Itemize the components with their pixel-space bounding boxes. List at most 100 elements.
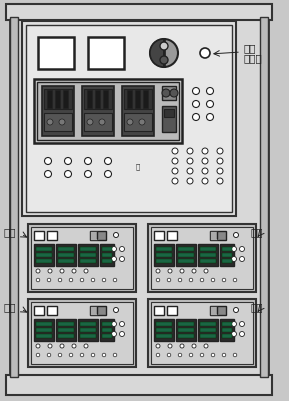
Bar — [58, 322, 74, 326]
Bar — [148, 225, 256, 292]
Circle shape — [64, 158, 71, 165]
Bar — [56, 319, 76, 341]
Circle shape — [187, 168, 193, 174]
Circle shape — [222, 353, 226, 357]
Circle shape — [72, 344, 76, 348]
Bar — [156, 253, 172, 257]
Bar — [154, 306, 164, 315]
Circle shape — [69, 279, 73, 282]
Bar — [28, 225, 136, 292]
Circle shape — [36, 269, 40, 273]
Bar — [97, 233, 98, 239]
Bar — [84, 90, 112, 110]
Circle shape — [156, 279, 160, 282]
Bar — [34, 231, 44, 241]
Bar — [80, 328, 96, 332]
Bar — [10, 18, 18, 377]
Circle shape — [105, 171, 112, 178]
Circle shape — [112, 257, 116, 262]
Bar — [78, 319, 98, 341]
Bar — [97, 307, 98, 314]
Bar — [38, 38, 74, 70]
Bar — [90, 231, 97, 241]
Circle shape — [127, 120, 133, 126]
Circle shape — [69, 353, 73, 357]
Bar — [10, 18, 268, 379]
Circle shape — [114, 233, 118, 238]
Bar — [178, 328, 194, 332]
Bar — [44, 114, 72, 132]
Bar — [260, 18, 268, 377]
Bar — [135, 91, 140, 109]
Bar — [163, 40, 165, 68]
Circle shape — [119, 322, 125, 327]
Circle shape — [172, 159, 178, 164]
Circle shape — [113, 279, 117, 282]
Bar — [151, 302, 253, 364]
Bar — [31, 227, 133, 289]
Bar — [178, 334, 194, 338]
Circle shape — [202, 159, 208, 164]
Circle shape — [231, 332, 236, 337]
Circle shape — [192, 88, 199, 95]
Bar — [58, 253, 74, 257]
Bar — [167, 231, 177, 241]
Circle shape — [119, 247, 125, 252]
Circle shape — [233, 353, 237, 357]
Bar — [178, 247, 194, 251]
Circle shape — [36, 353, 40, 357]
Circle shape — [207, 88, 214, 95]
Bar — [151, 227, 253, 289]
Circle shape — [187, 159, 193, 164]
Bar — [26, 26, 232, 213]
Bar — [95, 91, 100, 109]
Circle shape — [47, 353, 51, 357]
Bar — [222, 247, 232, 251]
Circle shape — [189, 353, 193, 357]
Bar — [200, 259, 216, 263]
Bar — [80, 322, 96, 326]
Bar — [36, 328, 52, 332]
Bar — [22, 22, 236, 217]
Bar — [156, 259, 172, 263]
Bar — [154, 231, 164, 241]
Circle shape — [91, 353, 95, 357]
Circle shape — [72, 269, 76, 273]
Circle shape — [84, 344, 88, 348]
Circle shape — [58, 279, 62, 282]
Bar — [36, 322, 52, 326]
Bar — [156, 247, 172, 251]
Circle shape — [119, 257, 125, 262]
Bar — [84, 114, 112, 132]
Circle shape — [99, 120, 105, 126]
Circle shape — [167, 279, 171, 282]
Bar — [36, 334, 52, 338]
Bar — [102, 328, 112, 332]
Bar — [178, 259, 194, 263]
Circle shape — [200, 279, 204, 282]
Text: 真空: 真空 — [251, 301, 263, 311]
Bar — [42, 87, 74, 137]
Circle shape — [240, 332, 244, 337]
Text: 与测量: 与测量 — [243, 53, 262, 63]
Circle shape — [64, 171, 71, 178]
Circle shape — [160, 57, 168, 65]
Circle shape — [58, 353, 62, 357]
Bar — [44, 90, 72, 110]
Circle shape — [200, 49, 210, 59]
Circle shape — [112, 322, 116, 327]
Circle shape — [233, 279, 237, 282]
Circle shape — [170, 90, 178, 98]
Circle shape — [105, 158, 112, 165]
Circle shape — [150, 40, 178, 68]
Bar — [6, 5, 272, 21]
Bar — [58, 259, 74, 263]
Circle shape — [168, 344, 172, 348]
Bar — [90, 306, 97, 315]
Circle shape — [114, 308, 118, 313]
Bar — [148, 299, 256, 367]
Circle shape — [217, 149, 223, 155]
Bar — [162, 107, 176, 133]
Bar — [220, 319, 234, 341]
Circle shape — [113, 353, 117, 357]
